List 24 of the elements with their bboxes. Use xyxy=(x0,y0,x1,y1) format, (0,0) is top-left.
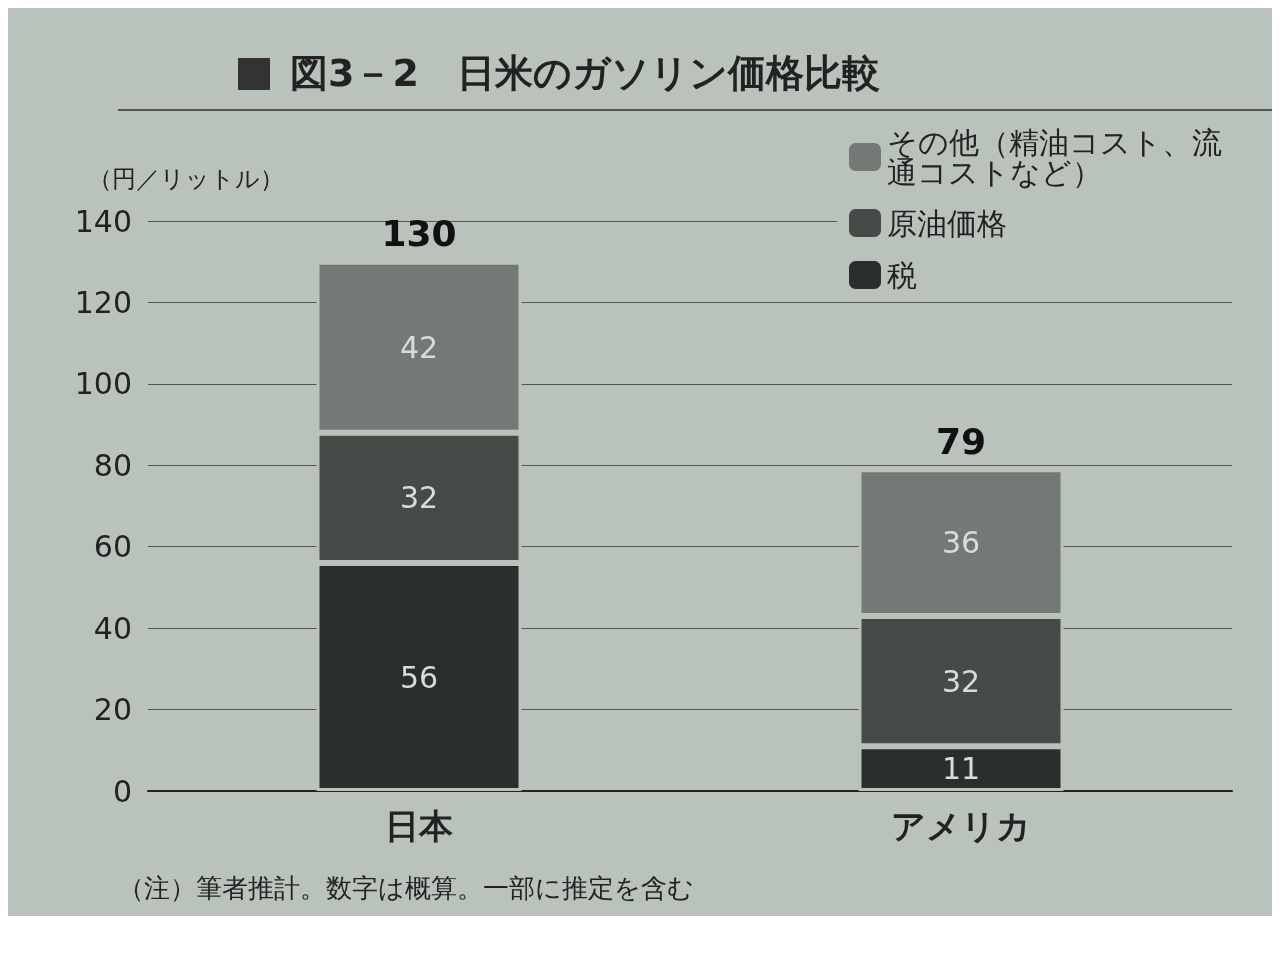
data-label: 32 xyxy=(399,480,439,516)
data-label: 36 xyxy=(941,525,981,561)
legend-label: 原油価格 xyxy=(887,205,1007,241)
chart-title: 図3－2 日米のガソリン価格比較 xyxy=(290,50,880,97)
legend-label: その他（精油コスト、流通コストなど） xyxy=(887,124,1222,190)
y-tick-label: 60 xyxy=(93,529,132,565)
y-tick-label: 80 xyxy=(93,447,132,483)
data-label: 42 xyxy=(399,329,439,365)
y-tick-label: 40 xyxy=(93,610,132,646)
data-label: 56 xyxy=(399,659,439,695)
y-tick-label: 140 xyxy=(74,203,132,239)
x-tick-label: アメリカ xyxy=(891,806,1031,846)
text: （注）筆者推計。数字は概算。一部に推定を含む xyxy=(117,872,695,905)
y-tick-label: 100 xyxy=(74,366,132,402)
y-axis-title: （円／リットル） xyxy=(88,165,284,193)
data-label: 11 xyxy=(941,751,981,787)
legend-label: 税 xyxy=(887,257,917,293)
y-tick-label: 120 xyxy=(74,284,132,320)
y-tick-label: 0 xyxy=(112,773,132,809)
y-tick-label: 20 xyxy=(93,692,132,728)
data-label: 32 xyxy=(941,663,981,699)
total-label: 130 xyxy=(381,213,457,255)
total-label: 79 xyxy=(935,420,987,462)
x-tick-label: 日本 xyxy=(385,806,454,846)
